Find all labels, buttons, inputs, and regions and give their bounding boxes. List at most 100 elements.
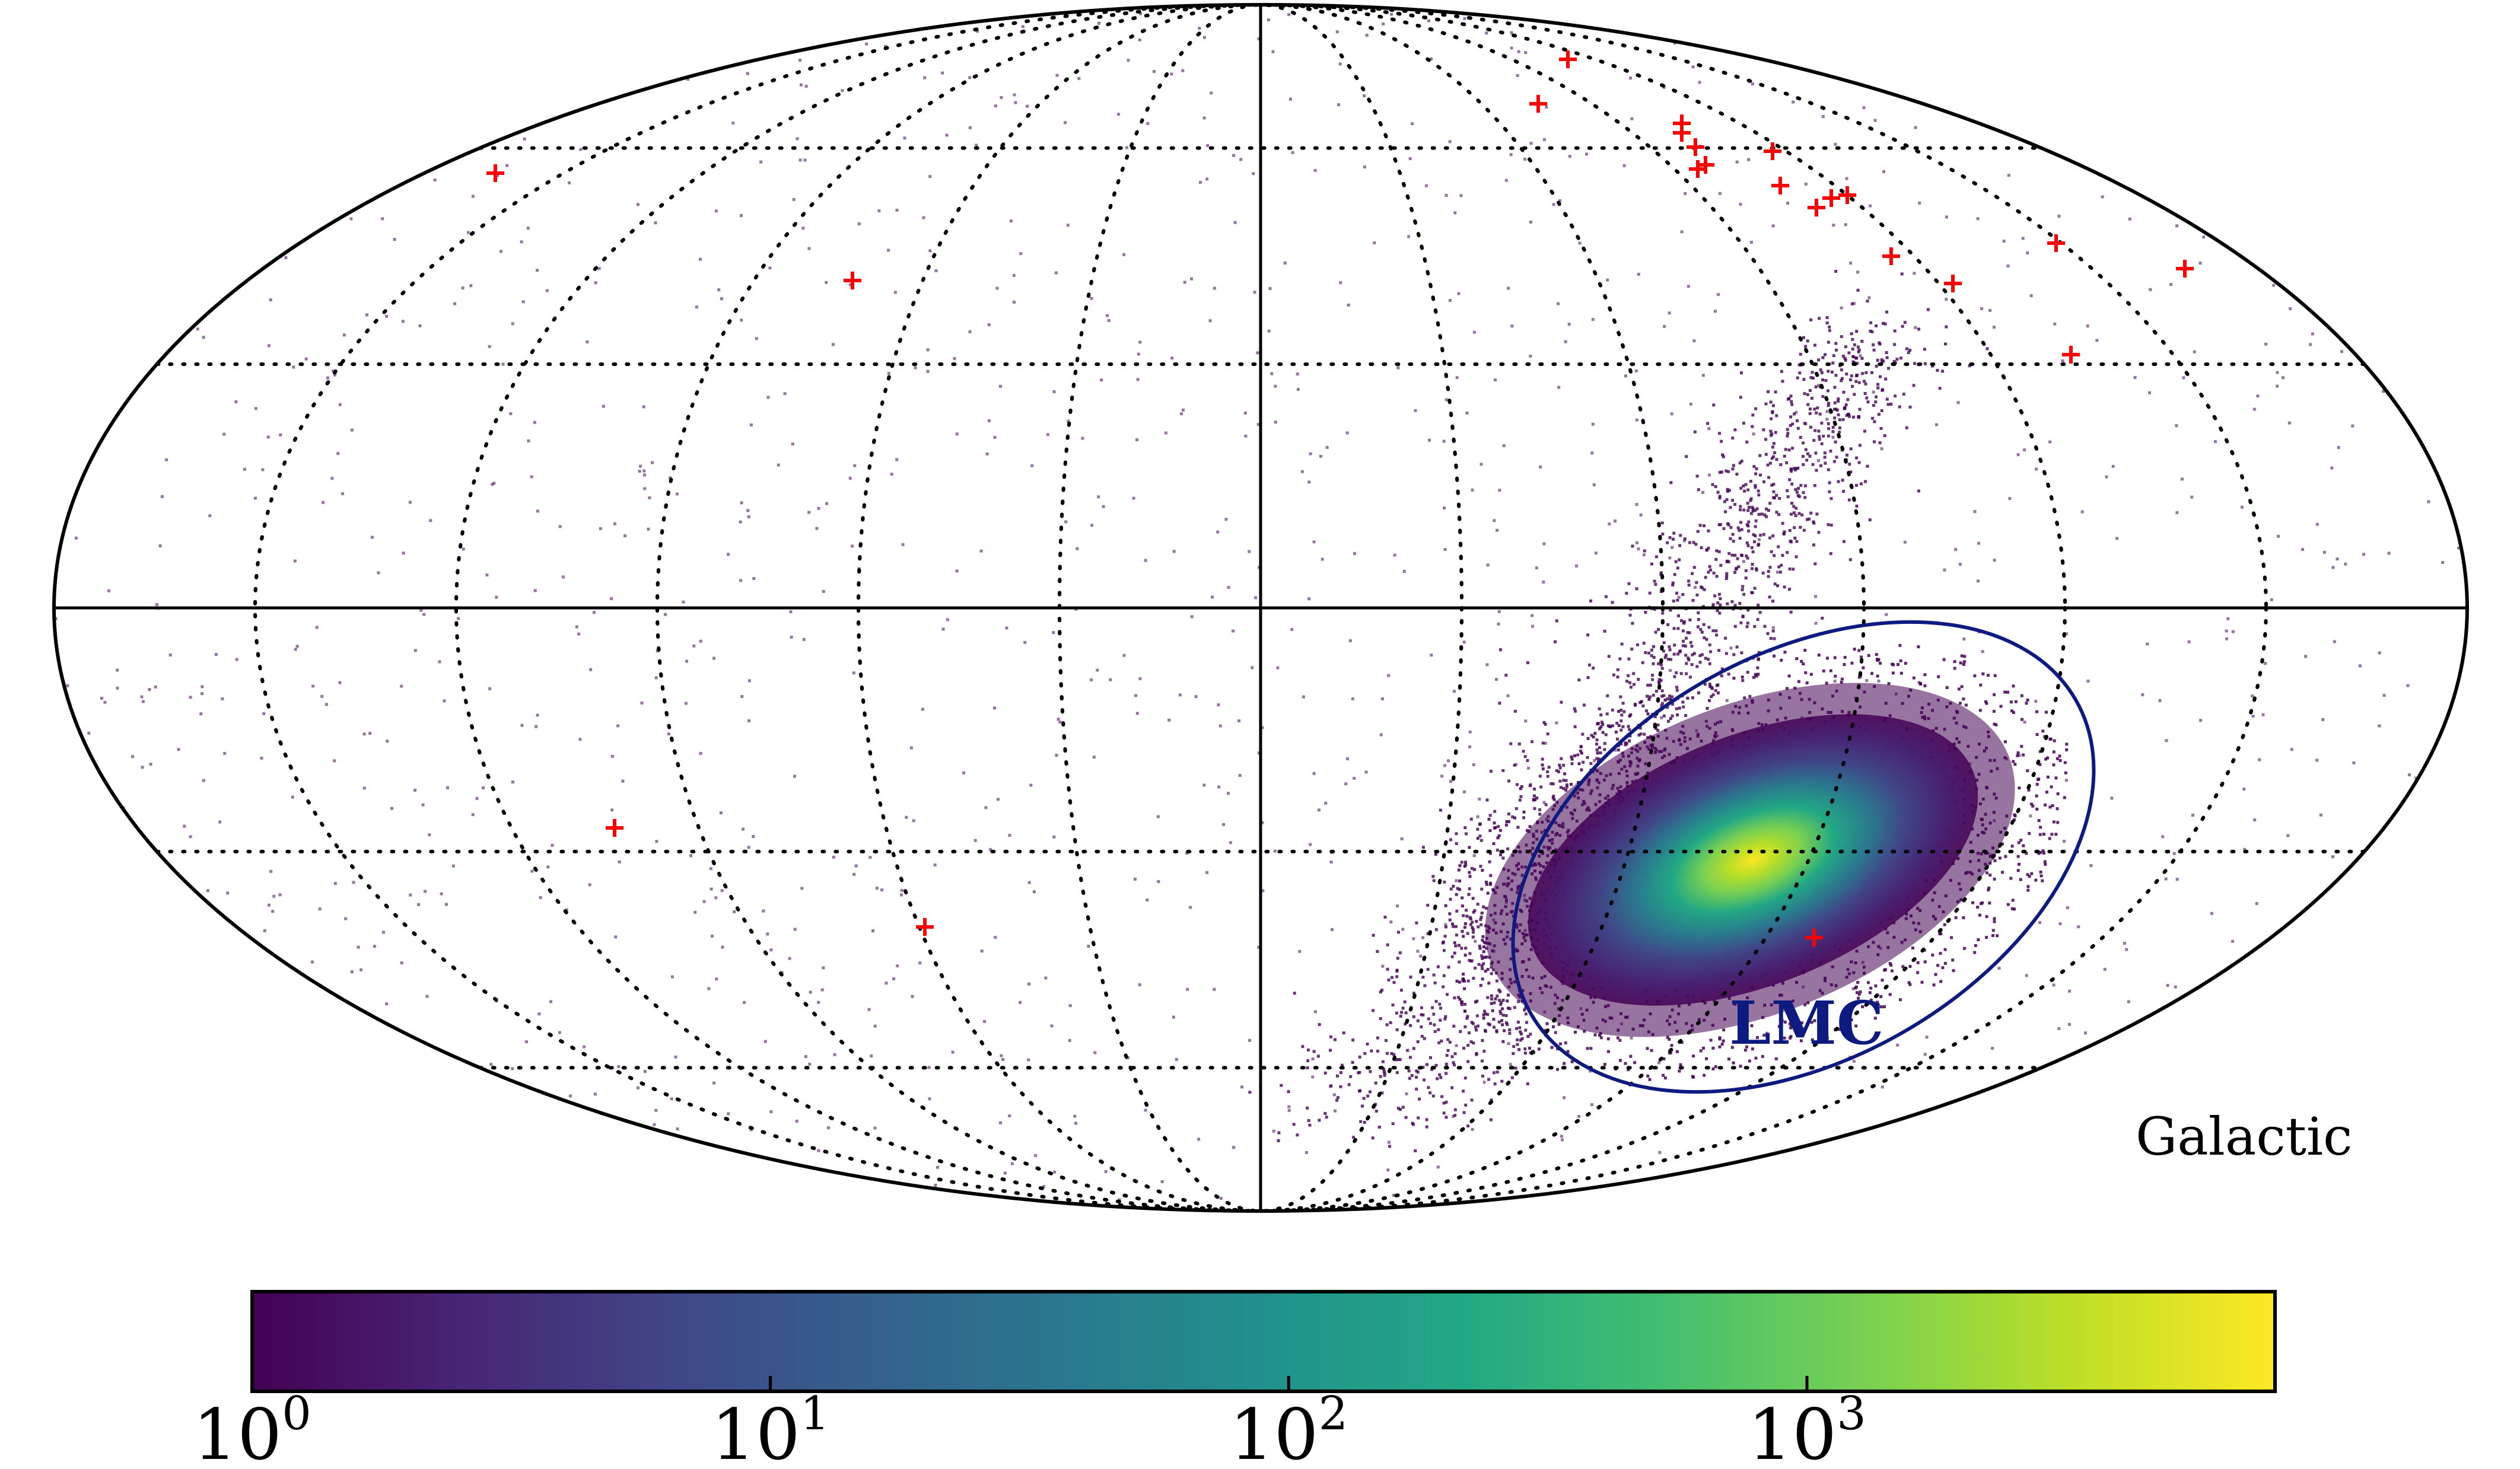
density-point: [1780, 658, 1783, 662]
density-point: [1710, 695, 1713, 699]
density-point: [1993, 917, 1996, 920]
density-point: [1751, 82, 1754, 86]
density-point: [1618, 657, 1622, 661]
density-point: [1595, 757, 1599, 760]
density-point: [1055, 754, 1058, 757]
density-point: [997, 798, 1000, 801]
density-point: [568, 181, 571, 184]
density-point: [221, 697, 224, 700]
density-point: [1057, 718, 1060, 721]
density-point: [1832, 407, 1836, 411]
density-point: [1499, 1000, 1503, 1004]
density-point: [1495, 678, 1498, 681]
density-point: [1433, 1030, 1437, 1033]
density-point: [1522, 750, 1525, 753]
density-point: [1001, 1058, 1005, 1061]
density-point: [1562, 763, 1566, 767]
density-point: [1146, 898, 1149, 902]
density-point: [1529, 355, 1532, 358]
density-point: [1860, 356, 1864, 360]
density-point: [1406, 1049, 1409, 1052]
density-point: [1866, 464, 1869, 468]
density-point: [1805, 458, 1809, 462]
density-point: [103, 700, 107, 704]
density-point: [1449, 780, 1453, 783]
density-point: [266, 435, 270, 439]
density-point: [1376, 1036, 1379, 1040]
density-point: [1739, 202, 1742, 206]
density-point: [1741, 675, 1744, 679]
density-point: [1487, 817, 1491, 821]
density-point: [1472, 330, 1476, 334]
density-point: [1455, 1044, 1458, 1047]
density-point: [1857, 415, 1860, 419]
density-point: [1523, 1047, 1527, 1051]
density-point: [911, 995, 914, 998]
density-point: [261, 468, 265, 471]
density-point: [1423, 984, 1427, 987]
density-point: [1463, 926, 1466, 929]
density-point: [1557, 770, 1560, 773]
density-point: [381, 217, 384, 221]
density-point: [1793, 526, 1796, 530]
density-point: [2148, 391, 2151, 394]
density-point: [2264, 342, 2268, 346]
density-point: [1908, 349, 1912, 352]
density-point: [2141, 693, 2144, 696]
density-point: [1681, 700, 1685, 704]
density-point: [1683, 537, 1687, 541]
density-point: [2056, 757, 2059, 760]
density-point: [1383, 1071, 1386, 1075]
density-point: [1809, 673, 1813, 676]
density-point: [1830, 370, 1834, 374]
density-point: [1290, 627, 1294, 631]
density-point: [822, 966, 825, 970]
density-point: [1453, 1052, 1457, 1056]
density-point: [1544, 722, 1547, 726]
density-point: [1482, 1013, 1485, 1016]
density-point: [1292, 1123, 1296, 1126]
density-point: [1382, 1070, 1386, 1073]
density-point: [1218, 724, 1222, 728]
density-point: [1783, 1036, 1786, 1040]
density-point: [1440, 775, 1444, 778]
density-point: [1797, 363, 1801, 367]
density-point: [1898, 405, 1901, 409]
density-point: [2105, 475, 2108, 479]
density-point: [1461, 929, 1464, 933]
density-point: [1788, 567, 1792, 571]
density-point: [1726, 487, 1729, 491]
density-point: [752, 577, 756, 580]
density-point: [1539, 785, 1543, 789]
density-point: [1977, 938, 1980, 941]
density-point: [536, 269, 539, 272]
density-point: [583, 1045, 586, 1049]
density-point: [1668, 645, 1671, 649]
density-point: [895, 208, 899, 212]
density-point: [1590, 1103, 1594, 1107]
density-point: [1733, 428, 1737, 432]
density-point: [973, 839, 977, 842]
density-point: [1477, 925, 1480, 929]
density-point: [1466, 1044, 1470, 1047]
density-point: [1772, 490, 1776, 493]
density-point: [1391, 1122, 1395, 1126]
density-point: [1012, 273, 1016, 277]
density-point: [1557, 302, 1560, 305]
density-point: [1853, 343, 1856, 346]
density-point: [1565, 785, 1568, 789]
density-point: [1526, 1082, 1529, 1085]
density-point: [1732, 653, 1736, 657]
density-point: [1703, 1073, 1706, 1077]
density-point: [1661, 533, 1665, 536]
density-point: [1691, 65, 1695, 69]
density-point: [1802, 378, 1806, 381]
density-point: [1694, 543, 1698, 546]
density-point: [1864, 382, 1867, 385]
density-point: [1611, 724, 1615, 728]
density-point: [1793, 468, 1797, 471]
density-point: [1688, 541, 1691, 544]
density-point: [1497, 1020, 1501, 1024]
density-point: [1821, 1012, 1824, 1015]
density-point: [1507, 812, 1510, 815]
